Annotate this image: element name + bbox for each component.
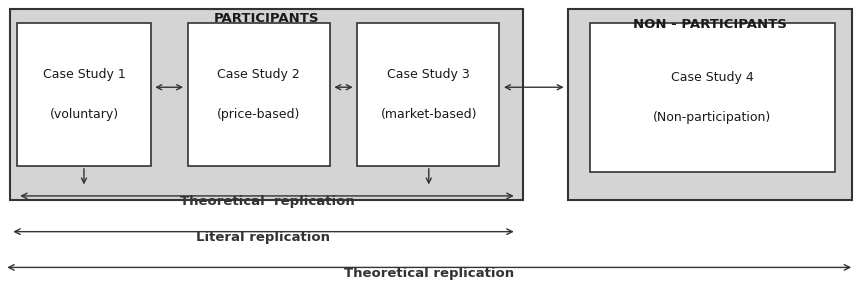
Bar <box>357 23 499 166</box>
Bar <box>17 23 151 166</box>
Text: Theoretical  replication: Theoretical replication <box>180 195 354 208</box>
Text: PARTICIPANTS: PARTICIPANTS <box>214 12 319 25</box>
Text: (price-based): (price-based) <box>217 108 300 121</box>
Text: (voluntary): (voluntary) <box>49 108 119 121</box>
Bar <box>590 23 835 172</box>
Bar <box>188 23 330 166</box>
Text: Case Study 4: Case Study 4 <box>671 71 753 84</box>
Text: (Non-participation): (Non-participation) <box>653 111 771 124</box>
Text: Case Study 3: Case Study 3 <box>387 68 470 81</box>
Text: Literal replication: Literal replication <box>196 231 331 244</box>
Text: NON - PARTICIPANTS: NON - PARTICIPANTS <box>634 18 787 31</box>
Text: (market-based): (market-based) <box>381 108 477 121</box>
Text: Theoretical replication: Theoretical replication <box>344 267 514 280</box>
Text: Case Study 1: Case Study 1 <box>42 68 126 81</box>
Bar <box>10 9 523 200</box>
Bar <box>568 9 852 200</box>
Text: Case Study 2: Case Study 2 <box>217 68 300 81</box>
